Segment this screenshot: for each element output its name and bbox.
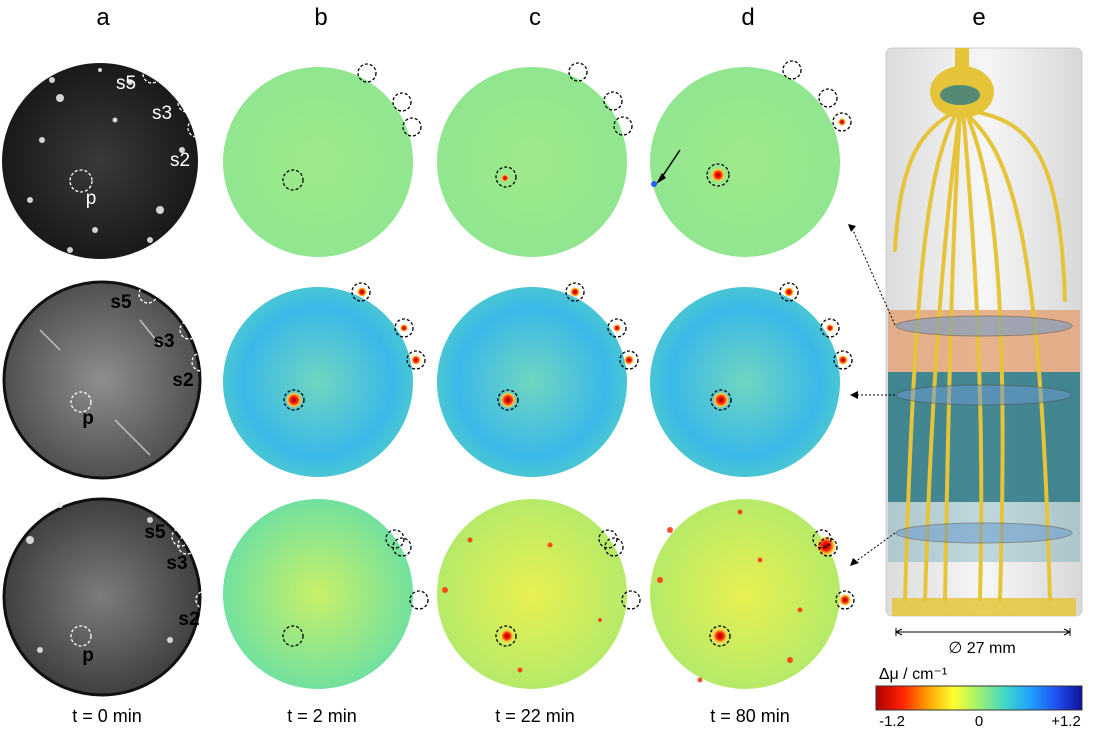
colorbar-max: +1.2 [1051,713,1081,730]
hotspot-c-top-p [501,174,509,182]
sample-label-s2-bot: s2 [178,609,200,630]
sample-label-s2-mid: s2 [172,370,194,391]
ct-roots-mid [39,319,161,456]
row-top-maps [223,67,846,257]
sample-markers [282,60,855,647]
colorbar-mid: 0 [974,713,984,730]
panel-label-c: c [529,4,541,31]
sample-label-s5-mid: s5 [110,292,132,313]
sample-markers-a [69,64,215,647]
leader-arrows [848,224,859,566]
map-b-top [223,67,413,257]
panel-label-a: a [96,4,110,31]
sample-label-s5-top: s5 [115,73,137,94]
sample-label-s2-top: s2 [169,150,191,171]
slice-plane-bot [895,522,1073,544]
sample-label-s3-bot: s3 [166,553,188,574]
sample-label-s3-mid: s3 [153,331,175,352]
panel-label-b: b [314,4,328,31]
map-d-bot [650,499,840,689]
map-d-top [650,67,840,257]
arrow-head [656,173,666,184]
ct-grains-top [27,68,185,253]
hotspot-d-top-s2 [838,118,846,126]
colorbar [875,685,1083,711]
row-mid-maps [223,287,848,477]
map-b-bot [223,499,413,689]
time-label-80: t = 80 min [710,706,790,726]
map-b-mid [223,287,413,477]
sample-label-s3-top: s3 [151,103,173,124]
map-d-mid [650,287,840,477]
slice-plane-mid [895,384,1073,406]
colorbar-gradient [875,685,1083,711]
colorbar-min: -1.2 [879,713,905,730]
sample-label-p-mid: p [82,408,94,429]
slice-plane-top [895,315,1073,337]
sample-label-p-top: p [85,188,97,209]
time-label-22: t = 22 min [495,706,575,726]
panel-label-e: e [972,4,986,31]
time-label-2: t = 2 min [287,706,357,726]
ct-slice-bot [2,497,202,697]
panel-a-slices [2,63,202,697]
map-c-mid [437,287,627,477]
panel-label-d: d [741,4,755,31]
diameter-label: ∅ 27 mm [948,640,1016,657]
ct-grains-bot [26,502,173,653]
hotspot-c-mid [500,392,516,408]
colorbar-title: Δμ / cm⁻¹ [878,666,948,683]
panel-e-column [848,47,1083,636]
map-c-top [437,67,627,257]
hotspot-d-top-p [711,168,725,182]
row-bot-maps [223,499,851,689]
sample-label-p-bot: p [82,645,94,666]
ct-slice-top [2,63,198,259]
map-c-bot [437,499,627,689]
hotspot-d-mid [713,392,729,408]
leader-lines [851,227,896,563]
time-label-0: t = 0 min [72,706,142,726]
ct-slice-mid [2,280,202,480]
sample-label-s5-bot: s5 [144,522,166,543]
blue-spot [651,181,657,187]
hotspot-b-mid [286,392,302,408]
